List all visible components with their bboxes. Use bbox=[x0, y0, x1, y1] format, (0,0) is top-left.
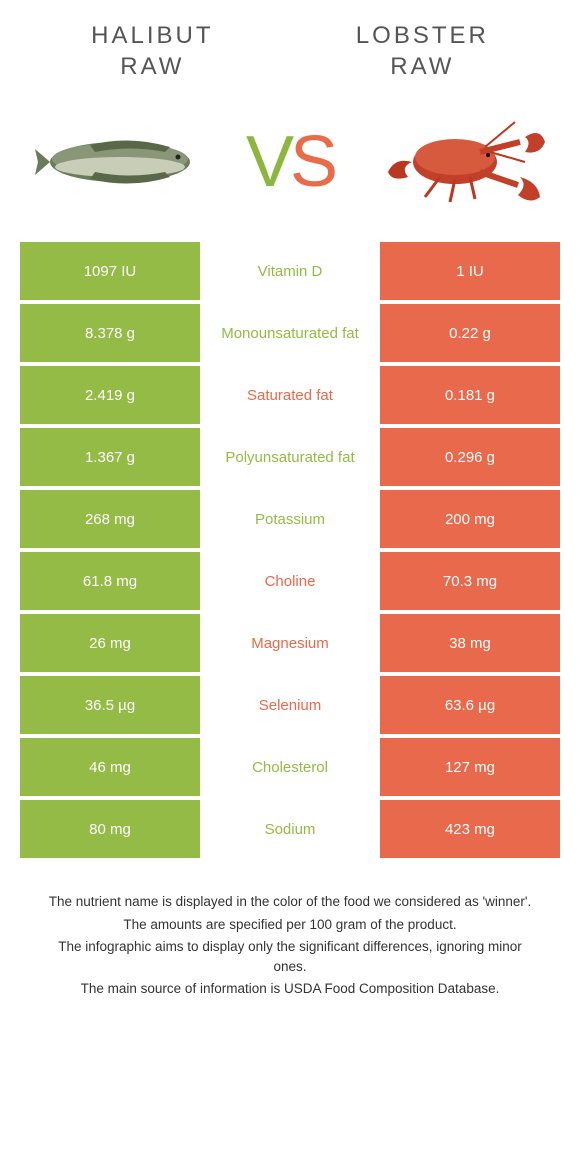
table-row: 1.367 gPolyunsaturated fat0.296 g bbox=[20, 428, 560, 486]
table-row: 26 mgMagnesium38 mg bbox=[20, 614, 560, 672]
right-value: 0.181 g bbox=[380, 366, 560, 424]
nutrient-name: Choline bbox=[200, 552, 380, 610]
right-value: 63.6 µg bbox=[380, 676, 560, 734]
left-value: 2.419 g bbox=[20, 366, 200, 424]
vs-v: V bbox=[246, 122, 290, 202]
left-value: 61.8 mg bbox=[20, 552, 200, 610]
vs-row: VS bbox=[0, 92, 580, 242]
right-value: 0.22 g bbox=[380, 304, 560, 362]
vs-s: S bbox=[290, 122, 334, 202]
nutrient-name: Vitamin D bbox=[200, 242, 380, 300]
nutrient-name: Polyunsaturated fat bbox=[200, 428, 380, 486]
left-value: 80 mg bbox=[20, 800, 200, 858]
table-row: 61.8 mgCholine70.3 mg bbox=[20, 552, 560, 610]
left-value: 1097 IU bbox=[20, 242, 200, 300]
right-value: 200 mg bbox=[380, 490, 560, 548]
footer-notes: The nutrient name is displayed in the co… bbox=[0, 862, 580, 1031]
left-value: 268 mg bbox=[20, 490, 200, 548]
nutrient-name: Cholesterol bbox=[200, 738, 380, 796]
right-value: 38 mg bbox=[380, 614, 560, 672]
left-value: 8.378 g bbox=[20, 304, 200, 362]
footer-line-4: The main source of information is USDA F… bbox=[40, 979, 540, 999]
table-row: 2.419 gSaturated fat0.181 g bbox=[20, 366, 560, 424]
nutrient-name: Monounsaturated fat bbox=[200, 304, 380, 362]
table-row: 36.5 µgSelenium63.6 µg bbox=[20, 676, 560, 734]
right-value: 0.296 g bbox=[380, 428, 560, 486]
table-row: 80 mgSodium423 mg bbox=[20, 800, 560, 858]
header: HALIBUT RAW LOBSTER RAW bbox=[0, 0, 580, 92]
nutrient-name: Magnesium bbox=[200, 614, 380, 672]
comparison-table: 1097 IUVitamin D1 IU8.378 gMonounsaturat… bbox=[0, 242, 580, 858]
left-food-title: HALIBUT RAW bbox=[91, 20, 213, 82]
halibut-image bbox=[30, 102, 200, 222]
right-value: 70.3 mg bbox=[380, 552, 560, 610]
nutrient-name: Sodium bbox=[200, 800, 380, 858]
left-value: 1.367 g bbox=[20, 428, 200, 486]
left-value: 46 mg bbox=[20, 738, 200, 796]
left-value: 26 mg bbox=[20, 614, 200, 672]
nutrient-name: Saturated fat bbox=[200, 366, 380, 424]
vs-label: VS bbox=[246, 121, 334, 203]
right-food-title: LOBSTER RAW bbox=[356, 20, 489, 82]
lobster-image bbox=[380, 102, 550, 222]
left-value: 36.5 µg bbox=[20, 676, 200, 734]
right-value: 1 IU bbox=[380, 242, 560, 300]
right-value: 423 mg bbox=[380, 800, 560, 858]
nutrient-name: Selenium bbox=[200, 676, 380, 734]
footer-line-1: The nutrient name is displayed in the co… bbox=[40, 892, 540, 912]
table-row: 8.378 gMonounsaturated fat0.22 g bbox=[20, 304, 560, 362]
table-row: 268 mgPotassium200 mg bbox=[20, 490, 560, 548]
table-row: 46 mgCholesterol127 mg bbox=[20, 738, 560, 796]
table-row: 1097 IUVitamin D1 IU bbox=[20, 242, 560, 300]
footer-line-2: The amounts are specified per 100 gram o… bbox=[40, 915, 540, 935]
nutrient-name: Potassium bbox=[200, 490, 380, 548]
right-value: 127 mg bbox=[380, 738, 560, 796]
footer-line-3: The infographic aims to display only the… bbox=[40, 937, 540, 978]
